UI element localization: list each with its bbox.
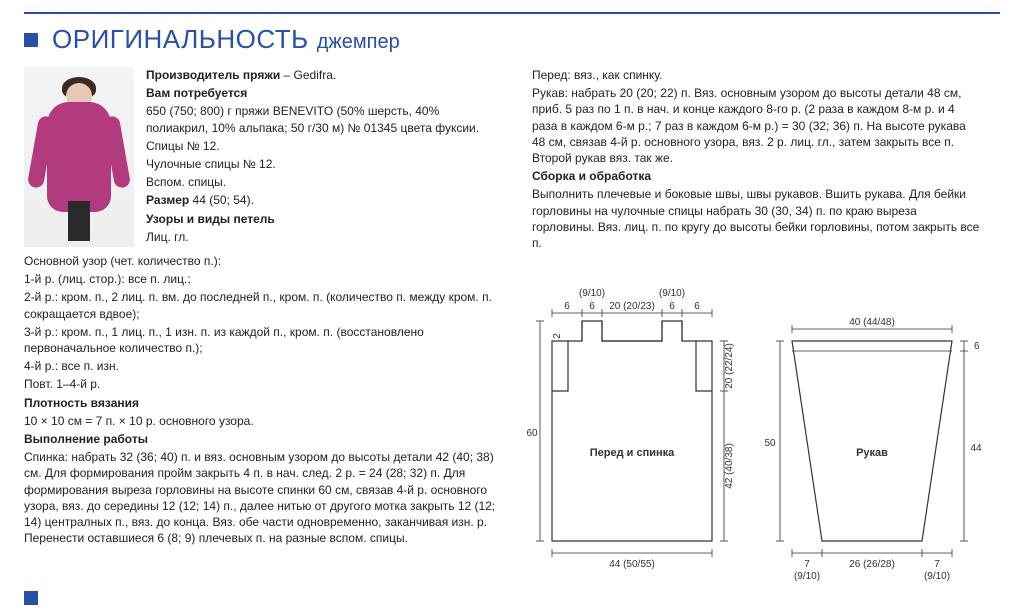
density-label: Плотность вязания — [24, 395, 504, 411]
body-title: Перед и спинка — [590, 447, 675, 459]
repeat: Повт. 1–4-й р. — [24, 376, 504, 392]
body-left-small: 2 — [552, 333, 563, 339]
work-label: Выполнение работы — [24, 431, 504, 447]
corner-square-icon — [24, 591, 38, 605]
manufacturer-line: Производитель пряжи – Gedifra. — [146, 67, 504, 83]
body-left-total: 60 — [526, 428, 538, 439]
photo-torso — [47, 102, 111, 212]
need-label: Вам потребуется — [146, 85, 504, 101]
title-main: ОРИГИНАЛЬНОСТЬ — [52, 22, 309, 57]
column-left: Производитель пряжи – Gedifra. Вам потре… — [24, 67, 504, 605]
column-right: Перед: вяз., как спинку. Рукав: набрать … — [532, 67, 982, 605]
row1: 1-й р. (лиц. стор.): все п. лиц.; — [24, 271, 504, 287]
sleeve-top: 40 (44/48) — [849, 317, 895, 328]
sleeve-bot-e2: (9/10) — [924, 571, 950, 582]
row4: 4-й р.: все п. изн. — [24, 358, 504, 374]
size-line: Размер 44 (50; 54). — [146, 192, 504, 208]
body-top-seg1: 6 — [564, 301, 570, 312]
body-top-seg4: 6 — [669, 301, 675, 312]
header-square-icon — [24, 33, 38, 47]
assembly-label: Сборка и обработка — [532, 168, 982, 184]
density-text: 10 × 10 см = 7 п. × 10 р. основного узор… — [24, 413, 504, 429]
sleeve-bot-2: 26 (26/28) — [849, 559, 895, 570]
sleeve-bot-1: 7 — [804, 559, 810, 570]
sleeve-title: Рукав — [856, 447, 888, 459]
top-rule — [24, 12, 1000, 14]
assembly-text: Выполнить плечевые и боковые швы, швы ру… — [532, 186, 982, 251]
sleeve-bot-3: 7 — [934, 559, 940, 570]
body-top-extra2: (9/10) — [659, 288, 685, 299]
sleeve-bot-e1: (9/10) — [794, 571, 820, 582]
body-top-seg2: 6 — [589, 301, 595, 312]
size-value: 44 (50; 54). — [193, 193, 254, 207]
columns: Производитель пряжи – Gedifra. Вам потре… — [24, 67, 1000, 605]
body-top-seg5: 6 — [694, 301, 700, 312]
body-schematic: 6 6 20 (20/23) 6 6 (9/10) (9/10) 2 60 — [526, 288, 735, 570]
sleeve-top-small: 6 — [974, 341, 980, 352]
sleeve-right: 44 — [970, 443, 982, 454]
body-bottom: 44 (50/55) — [609, 559, 655, 570]
page-header: ОРИГИНАЛЬНОСТЬ джемпер — [24, 22, 1000, 57]
main-pattern-label: Основной узор (чет. количество п.): — [24, 253, 504, 269]
body-right-lower: 42 (40/38) — [724, 443, 735, 489]
row3: 3-й р.: кром. п., 1 лиц. п., 1 изн. п. и… — [24, 324, 504, 356]
sleeve-schematic: 40 (44/48) 6 50 44 — [764, 317, 982, 582]
body-right-upper: 20 (22/24) — [724, 343, 735, 389]
need-text: 650 (750; 800) г пряжи BENEVITO (50% шер… — [146, 103, 504, 135]
schematic-svg: 6 6 20 (20/23) 6 6 (9/10) (9/10) 2 60 — [532, 281, 982, 601]
sleeve-text: Рукав: набрать 20 (20; 22) п. Вяз. основ… — [532, 85, 982, 166]
front-text: Перед: вяз., как спинку. — [532, 67, 982, 83]
size-label: Размер — [146, 193, 193, 207]
row2: 2-й р.: кром. п., 2 лиц. п. вм. до после… — [24, 289, 504, 321]
needles-1: Спицы № 12. — [146, 138, 504, 154]
manufacturer-label: Производитель пряжи — [146, 68, 280, 82]
photo-legs — [68, 201, 90, 241]
intro-text: Производитель пряжи – Gedifra. Вам потре… — [146, 67, 504, 247]
intro-block: Производитель пряжи – Gedifra. Вам потре… — [24, 67, 504, 247]
needles-2: Чулочные спицы № 12. — [146, 156, 504, 172]
patterns-label: Узоры и виды петель — [146, 211, 504, 227]
manufacturer-value: – Gedifra. — [280, 68, 336, 82]
sleeve-left: 50 — [764, 438, 776, 449]
lits: Лиц. гл. — [146, 229, 504, 245]
back-text: Спинка: набрать 32 (36; 40) п. и вяз. ос… — [24, 449, 504, 546]
body-top-extra1: (9/10) — [579, 288, 605, 299]
schematics: 6 6 20 (20/23) 6 6 (9/10) (9/10) 2 60 — [532, 281, 982, 605]
model-photo — [24, 67, 134, 247]
body-top-seg3: 20 (20/23) — [609, 301, 655, 312]
needles-3: Вспом. спицы. — [146, 174, 504, 190]
title-sub: джемпер — [317, 29, 400, 56]
